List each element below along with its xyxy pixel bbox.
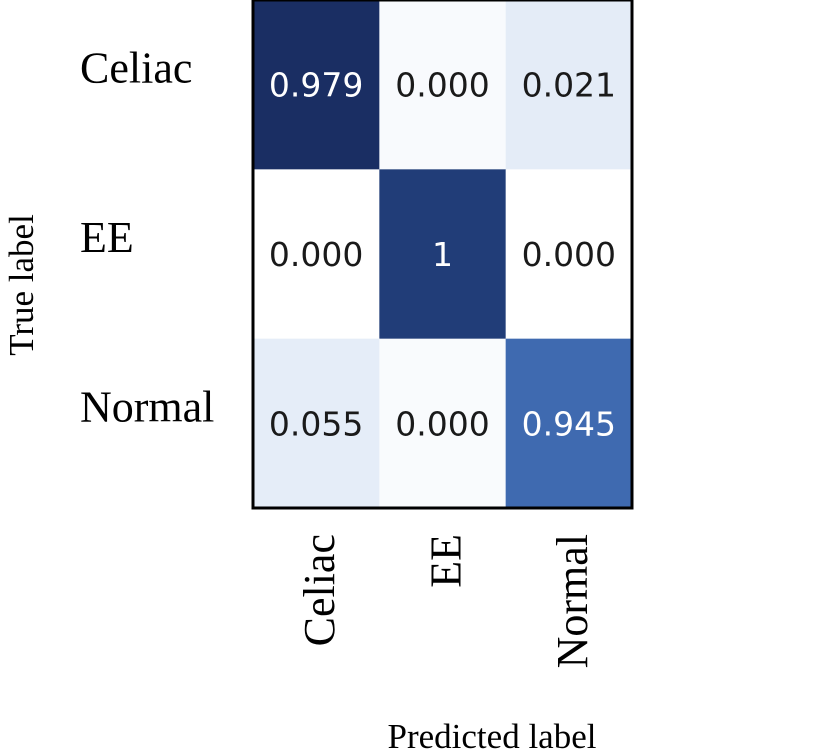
- x-tick-label: Celiac: [295, 534, 344, 646]
- cell-value-label: 0.000: [395, 404, 489, 443]
- heatmap-cell: [379, 0, 507, 170]
- cell-value-label: 0.000: [269, 235, 363, 274]
- heatmap-cell: [379, 169, 507, 340]
- y-tick-labels: Celiac EE Normal: [80, 44, 214, 432]
- cell-value-label: 0.000: [522, 235, 616, 274]
- y-tick-label: Celiac: [80, 44, 192, 93]
- y-axis-title: True label: [2, 214, 41, 356]
- heatmap-cell: [253, 338, 380, 509]
- cell-value-label: 0.000: [395, 66, 489, 105]
- cell-value-label: 0.021: [522, 66, 616, 105]
- plot-frame: [251, 0, 634, 510]
- y-tick-label: EE: [80, 213, 134, 262]
- heatmap-cell: [505, 169, 633, 340]
- cell-value-label: 0.979: [269, 66, 363, 105]
- x-axis-title: Predicted label: [388, 717, 597, 751]
- x-tick-label: Normal: [548, 534, 597, 668]
- heatmap-cell: [505, 0, 633, 170]
- x-tick-label: EE: [422, 534, 471, 588]
- cell-value-label: 1: [432, 235, 453, 274]
- heatmap-cell: [253, 0, 380, 170]
- y-tick-label: Normal: [80, 382, 214, 431]
- heatmap-cell: [379, 338, 507, 509]
- x-tick-labels: Celiac EE Normal: [295, 534, 597, 668]
- heatmap-cell: [505, 338, 633, 509]
- cell-value-label: 0.945: [522, 404, 616, 443]
- heatmap-cell: [253, 169, 380, 340]
- heatmap-cells: 0.979 0.000 0.021 0.000 1 0.000 0.055 0.000 0.94…: [253, 0, 633, 509]
- cell-value-label: 0.055: [269, 404, 363, 443]
